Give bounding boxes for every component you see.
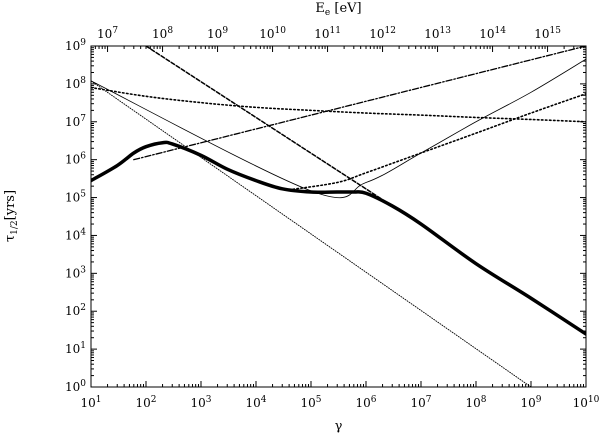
y-tick-label: 103 <box>65 265 86 280</box>
x2-tick-label: 107 <box>97 26 118 41</box>
x2-tick-label: 1011 <box>314 26 341 41</box>
x-tick-label: 1010 <box>573 395 600 410</box>
chart-curves <box>91 46 586 387</box>
y-tick-label: 109 <box>65 38 86 53</box>
x2-tick-label: 1014 <box>479 26 506 41</box>
x2-tick-label: 108 <box>152 26 173 41</box>
series-line-dotted-medium-5 <box>288 92 586 191</box>
y-tick-label: 105 <box>65 190 86 205</box>
series-line-thin-solid-1 <box>91 58 586 199</box>
x2-tick-label: 1012 <box>369 26 396 41</box>
y-tick-label: 106 <box>65 152 86 167</box>
series-line-dash-dot-3 <box>133 46 586 161</box>
x2-tick-label: 1010 <box>259 26 286 41</box>
series-line-dotted-medium-4 <box>91 86 586 123</box>
x-tick-label: 104 <box>245 395 266 410</box>
x-tick-label: 103 <box>190 395 211 410</box>
series-line-dotted-fine-6 <box>91 80 532 387</box>
y-axis-title: τ1/2[yrs] <box>3 190 20 242</box>
x-tick-label: 105 <box>300 395 321 410</box>
x2-tick-label: 1013 <box>424 26 451 41</box>
chart-tick-labels: 101 102 103 104 105 106 107 108 109 1010 107 108 109… <box>65 26 600 410</box>
x-tick-label: 107 <box>410 395 431 410</box>
x-tick-label: 106 <box>355 395 376 410</box>
top-axis-title: Ee [eV] <box>315 1 361 18</box>
x-tick-label: 108 <box>465 395 486 410</box>
x2-tick-label: 109 <box>207 26 228 41</box>
x-tick-label: 102 <box>135 395 156 410</box>
y-tick-label: 107 <box>65 114 86 129</box>
x-tick-label: 101 <box>80 395 101 410</box>
chart-ticks <box>90 45 587 388</box>
x2-tick-label: 1015 <box>534 26 561 41</box>
series-line-thick-solid-0 <box>91 140 586 336</box>
x-axis-title: γ <box>335 419 343 434</box>
y-tick-label: 108 <box>65 76 86 91</box>
y-tick-label: 102 <box>65 303 86 318</box>
plot-frame <box>90 45 587 388</box>
x-tick-label: 109 <box>520 395 541 410</box>
y-tick-label: 100 <box>65 379 86 394</box>
y-tick-label: 104 <box>65 227 86 242</box>
y-tick-label: 101 <box>65 341 86 356</box>
